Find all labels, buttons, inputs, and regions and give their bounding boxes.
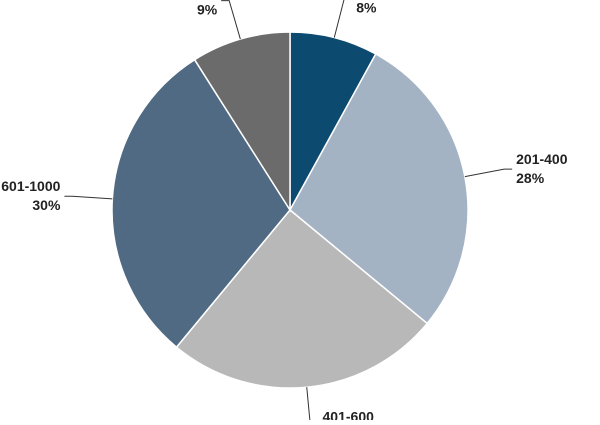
leader-line <box>333 0 345 38</box>
pie-slice <box>289 52 469 325</box>
leader-line <box>221 0 241 40</box>
pie-slice <box>193 31 291 213</box>
slice-value-label: 28% <box>516 170 545 186</box>
slice-value-label: 8% <box>356 0 377 16</box>
pie-slice <box>111 58 291 349</box>
leader-line <box>464 168 513 178</box>
slice-label: 401-600 <box>323 409 375 420</box>
slice-value-label: 30% <box>32 197 61 213</box>
slice-label: 201-400 <box>516 151 568 167</box>
slice-value-label: 9% <box>197 1 218 17</box>
leader-line <box>64 195 113 200</box>
slice-label: 601-1000 <box>1 178 60 194</box>
leader-line <box>306 387 311 425</box>
pie-slice <box>289 31 377 211</box>
pie-slice <box>175 208 429 389</box>
